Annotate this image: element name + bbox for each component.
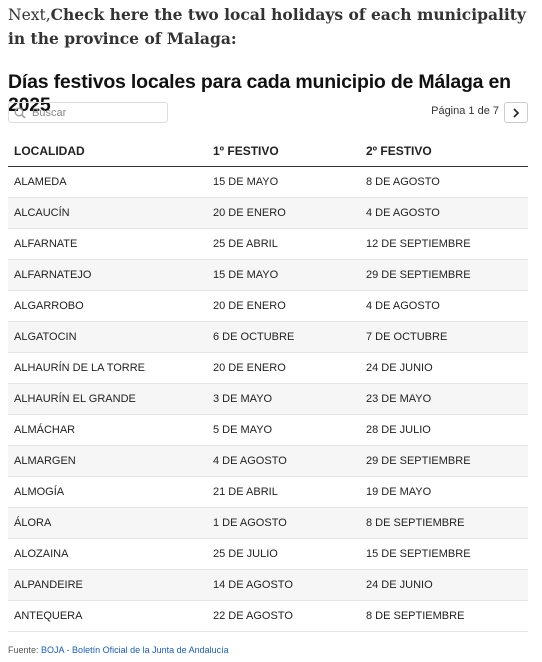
table-cell: 3 DE MAYO xyxy=(207,383,360,415)
table-row: ANTEQUERA 22 DE AGOSTO 8 DE SEPTIEMBRE xyxy=(8,600,528,632)
table-cell: ALFARNATE xyxy=(8,228,207,260)
table-cell: ANTEQUERA xyxy=(8,600,207,632)
chevron-icon xyxy=(513,107,520,118)
table-row: ALHAURÍN DE LA TORRE 20 DE ENERO 24 DE JUN… xyxy=(8,352,528,384)
table-cell: ALAMEDA xyxy=(8,166,207,198)
table-cell: 12 DE SEPTIEMBRE xyxy=(360,228,528,260)
table-row: ALGARROBO 20 DE ENERO 4 DE AGOSTO xyxy=(8,290,528,322)
table-cell: 14 DE AGOSTO xyxy=(207,569,360,601)
table-cell: 23 DE MAYO xyxy=(360,383,528,415)
table-cell: 8 DE SEPTIEMBRE xyxy=(360,600,528,632)
table-row: ALHAURÍN EL GRANDE 3 DE MAYO 23 DE MAYO xyxy=(8,383,528,415)
table-cell: 8 DE SEPTIEMBRE xyxy=(360,507,528,539)
table-cell: ALGATOCIN xyxy=(8,321,207,353)
table-row: ALMÁCHAR 5 DE MAYO 28 DE JULIO xyxy=(8,414,528,446)
table-cell: ALFARNATEJO xyxy=(8,259,207,291)
table-cell: 25 DE JULIO xyxy=(207,538,360,570)
next-page-button[interactable] xyxy=(504,102,528,123)
table-cell: 15 DE MAYO xyxy=(207,166,360,198)
table-cell: 21 DE ABRIL xyxy=(207,476,360,508)
column-header: 2º FESTIVO xyxy=(360,136,528,167)
table-title: Días festivos locales para cada municipi… xyxy=(8,71,511,116)
table-cell: 4 DE AGOSTO xyxy=(360,197,528,229)
table-cell: 24 DE JUNIO xyxy=(360,569,528,601)
table-cell: ÁLORA xyxy=(8,507,207,539)
intro: Next,Check here the two local holidays o… xyxy=(8,3,528,51)
table-cell: 19 DE MAYO xyxy=(360,476,528,508)
table-row: ALMOGÍA 21 DE ABRIL 19 DE MAYO xyxy=(8,476,528,508)
table-cell: ALMARGEN xyxy=(8,445,207,477)
table-cell: 6 DE OCTUBRE xyxy=(207,321,360,353)
header-row: LOCALIDAD 1º FESTIVO 2º FESTIVO xyxy=(8,136,528,167)
table-row: ALMARGEN 4 DE AGOSTO 29 DE SEPTIEMBRE xyxy=(8,445,528,477)
table-cell: 7 DE OCTUBRE xyxy=(360,321,528,353)
intro-lead: Next, xyxy=(8,6,51,24)
table-cell: 20 DE ENERO xyxy=(207,290,360,322)
table-cell: 20 DE ENERO xyxy=(207,352,360,384)
table-cell: 15 DE SEPTIEMBRE xyxy=(360,538,528,570)
table-cell: 15 DE MAYO xyxy=(207,259,360,291)
table-cell: 4 DE AGOSTO xyxy=(207,445,360,477)
table-cell: ALOZAINA xyxy=(8,538,207,570)
search-icon xyxy=(14,107,26,119)
table-cell: 24 DE JUNIO xyxy=(360,352,528,384)
table-row: ALAMEDA 15 DE MAYO 8 DE AGOSTO xyxy=(8,166,528,198)
table-body: ALAMEDA 15 DE MAYO 8 DE AGOSTO ALCAUCÍN 20 D… xyxy=(8,166,528,632)
table-cell: ALMÁCHAR xyxy=(8,414,207,446)
table-cell: ALCAUCÍN xyxy=(8,197,207,229)
table-cell: ALHAURÍN EL GRANDE xyxy=(8,383,207,415)
footer-label: Fuente: xyxy=(8,645,39,655)
source-link[interactable]: BOJA - Boletín Oficial de la Junta de An… xyxy=(41,645,229,655)
table-cell: 28 DE JULIO xyxy=(360,414,528,446)
table-cell: 5 DE MAYO xyxy=(207,414,360,446)
table-cell: ALPANDEIRE xyxy=(8,569,207,601)
table-row: ALPANDEIRE 14 DE AGOSTO 24 DE JUNIO xyxy=(8,569,528,601)
table-row: ALFARNATE 25 DE ABRIL 12 DE SEPTIEMBRE xyxy=(8,228,528,260)
table-row: ALFARNATEJO 15 DE MAYO 29 DE SEPTIEMBRE xyxy=(8,259,528,291)
table-cell: 1 DE AGOSTO xyxy=(207,507,360,539)
table-row: ALGATOCIN 6 DE OCTUBRE 7 DE OCTUBRE xyxy=(8,321,528,353)
table-cell: 20 DE ENERO xyxy=(207,197,360,229)
holiday-table: LOCALIDAD 1º FESTIVO 2º FESTIVO ALAMEDA 15 … xyxy=(8,136,528,632)
footer: Fuente: BOJA - Boletín Oficial de la Jun… xyxy=(8,645,229,655)
table-cell: 29 DE SEPTIEMBRE xyxy=(360,445,528,477)
table-cell: 22 DE AGOSTO xyxy=(207,600,360,632)
search-box[interactable]: Buscar xyxy=(8,102,168,123)
table-cell: 29 DE SEPTIEMBRE xyxy=(360,259,528,291)
table-cell: 4 DE AGOSTO xyxy=(360,290,528,322)
table-cell: 8 DE AGOSTO xyxy=(360,166,528,198)
table-row: ALCAUCÍN 20 DE ENERO 4 DE AGOSTO xyxy=(8,197,528,229)
intro-text: Check here the two local holidays of eac… xyxy=(8,5,526,48)
table-row: ALOZAINA 25 DE JULIO 15 DE SEPTIEMBRE xyxy=(8,538,528,570)
table-cell: 25 DE ABRIL xyxy=(207,228,360,260)
table-cell: ALGARROBO xyxy=(8,290,207,322)
table-cell: ALHAURÍN DE LA TORRE xyxy=(8,352,207,384)
search-placeholder: Buscar xyxy=(32,106,67,119)
table-row: ÁLORA 1 DE AGOSTO 8 DE SEPTIEMBRE xyxy=(8,507,528,539)
column-header: 1º FESTIVO xyxy=(207,136,360,167)
pagination: Página 1 de 7 xyxy=(431,105,499,117)
column-header: LOCALIDAD xyxy=(8,136,207,167)
table-cell: ALMOGÍA xyxy=(8,476,207,508)
